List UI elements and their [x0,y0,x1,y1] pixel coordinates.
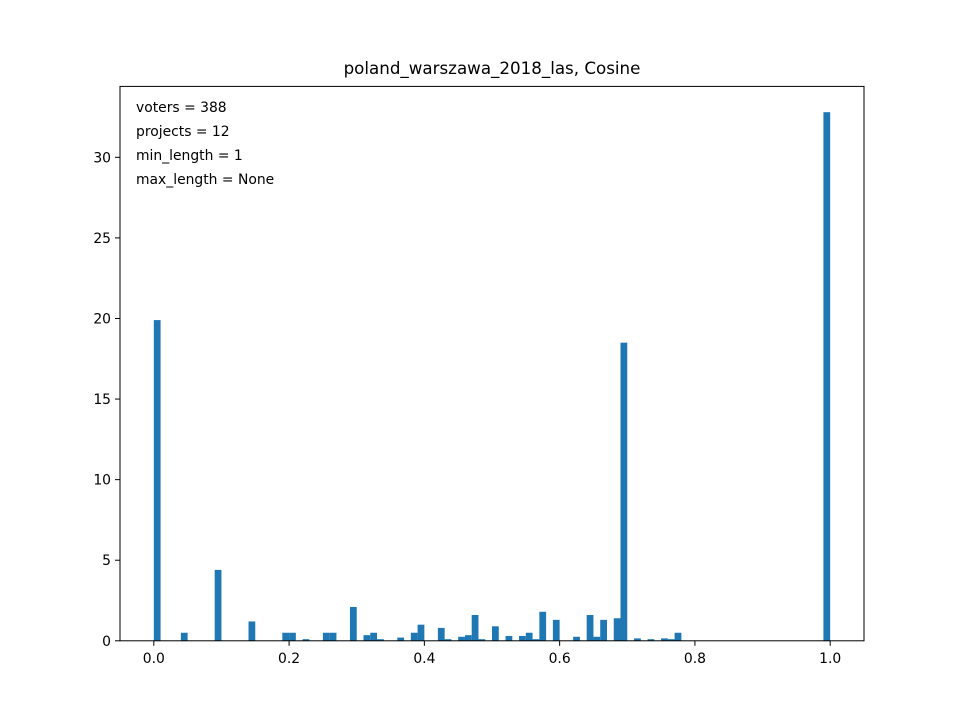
annotation-max-length: max_length = None [136,172,274,188]
histogram-bar [634,638,641,641]
y-tick-label: 5 [102,553,111,569]
histogram-bar [532,639,540,641]
histogram-bar [417,624,425,641]
histogram-bar [370,632,378,641]
bars-layer [153,112,831,641]
histogram-bar [492,626,499,641]
histogram-bar [613,618,621,641]
x-tick-label: 0.0 [143,651,165,667]
annotation-min-length: min_length = 1 [136,148,243,164]
x-tick-label: 0.4 [413,651,435,667]
histogram-bar [525,632,533,641]
histogram-bar [248,621,256,641]
histogram-bar [471,615,479,641]
histogram-bar [363,635,371,641]
histogram-bar [647,639,655,641]
histogram-bar [282,632,290,641]
x-tick-label: 0.6 [549,651,571,667]
plot-frame [119,85,865,642]
histogram-bar [410,632,418,641]
histogram-bar [661,638,668,641]
histogram-bar [593,636,601,641]
histogram-bar [289,632,296,641]
x-tick-label: 0.8 [684,651,706,667]
histogram-bar [620,342,628,641]
histogram-bar [444,639,452,641]
y-tick-label: 20 [93,311,111,327]
x-tick-label: 0.2 [278,651,300,667]
y-tick-label: 30 [93,150,111,166]
histogram-bar [539,611,547,641]
y-axis-ticks: 0 5 10 15 20 25 30 [93,150,120,650]
histogram-bar [329,632,337,641]
histogram-bar [464,635,472,641]
histogram-bar [322,632,330,641]
histogram-bar [586,615,594,641]
y-tick-label: 15 [93,392,111,408]
histogram-bar [478,639,486,641]
chart-title: poland_warszawa_2018_las, Cosine [344,58,641,79]
y-tick-label: 10 [93,473,111,489]
histogram-bar [302,639,310,641]
histogram-bar [180,632,188,641]
histogram-bar [377,639,384,641]
histogram-bar [573,636,580,641]
histogram-bar [437,627,445,641]
stats-annotation: voters = 388 projects = 12 min_length = … [136,100,274,188]
histogram-bar [823,112,831,641]
histogram-bar [458,636,465,641]
histogram-bar [505,635,513,641]
histogram-bar [600,619,607,641]
x-axis-ticks: 0.0 0.2 0.4 0.6 0.8 1.0 [143,640,841,667]
histogram-bar [674,632,682,641]
histogram-bar [552,619,560,641]
y-tick-label: 25 [93,231,111,247]
annotation-voters: voters = 388 [136,100,227,116]
histogram-bar [667,639,675,641]
y-tick-label: 0 [102,634,111,650]
histogram-bar [214,569,222,641]
annotation-projects: projects = 12 [136,124,230,140]
histogram-bar [397,637,405,641]
x-tick-label: 1.0 [819,651,841,667]
histogram-bar [153,320,161,641]
histogram-bar [519,635,526,641]
histogram-bar [349,606,357,641]
